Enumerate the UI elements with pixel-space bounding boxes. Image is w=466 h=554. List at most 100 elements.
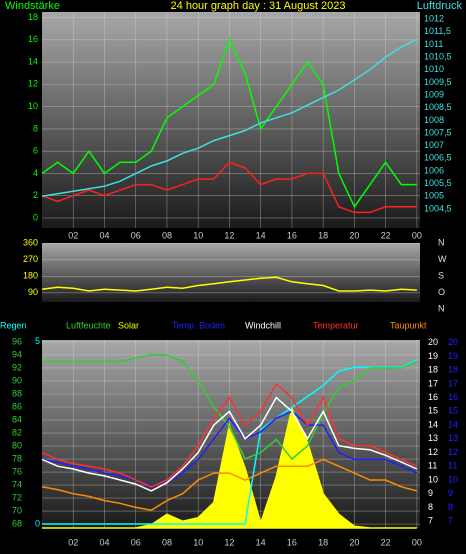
x-tick-label: 16 xyxy=(287,537,297,547)
x-tick-label: 08 xyxy=(162,230,172,240)
y-tick-label: 78 xyxy=(12,453,22,463)
x-tick-label: 06 xyxy=(131,230,141,240)
y-tick-label: 1010,5 xyxy=(424,51,452,61)
y-tick-label: 12 xyxy=(28,79,38,89)
y-tick-label: 1008 xyxy=(424,115,444,125)
y-tick-label: N xyxy=(438,304,445,314)
y-tick-label: 1008,5 xyxy=(424,102,452,112)
y-tick-label: 74 xyxy=(12,479,22,489)
y-tick-label: 76 xyxy=(12,466,22,476)
y-tick-label: 9 xyxy=(448,488,453,498)
y-tick-label: 1010 xyxy=(424,64,444,74)
plot-area xyxy=(42,12,420,228)
y-tick-label: 96 xyxy=(12,336,22,346)
y-tick-label: 1006,5 xyxy=(424,153,452,163)
series-line xyxy=(41,38,418,198)
y-tick-label: 13 xyxy=(448,433,458,443)
chart-title: 24 hour graph day : 31 August 2023 xyxy=(171,0,346,12)
y-tick-label: 16 xyxy=(448,392,458,402)
x-tick-label: 10 xyxy=(193,230,203,240)
y-tick-label: 270 xyxy=(23,254,38,264)
series-area xyxy=(42,406,417,529)
legend-entry: Windchill xyxy=(245,320,281,330)
y-tick-label: 1011,5 xyxy=(424,26,451,36)
y-tick-label: 1004,5 xyxy=(424,203,452,213)
series-line xyxy=(41,458,418,511)
wind-label: Windstärke xyxy=(5,0,60,12)
y-tick-label: 20 xyxy=(448,337,458,347)
y-tick-label: 14 xyxy=(428,419,438,429)
x-tick-label: 16 xyxy=(287,230,297,240)
y-tick-label: 18 xyxy=(28,12,38,22)
x-tick-label: 06 xyxy=(131,537,141,547)
series-line xyxy=(41,37,417,209)
legend-entry: Temp. Boden xyxy=(172,320,225,330)
x-tick-label: 20 xyxy=(349,537,359,547)
series-line xyxy=(41,382,418,488)
y-tick-label: 12 xyxy=(428,447,438,457)
y-tick-label: 1007 xyxy=(424,140,444,150)
legend-entry: Solar xyxy=(118,320,139,330)
y-tick-label: 19 xyxy=(428,351,438,361)
y-tick-label: 10 xyxy=(28,101,38,111)
y-tick-label: 16 xyxy=(28,34,38,44)
y-tick-label: 18 xyxy=(448,365,458,375)
y-tick-label: 1005,5 xyxy=(424,178,452,188)
y-tick-label: 4 xyxy=(33,168,38,178)
y-tick-label: 2 xyxy=(33,190,38,200)
series-line xyxy=(42,359,418,525)
y-tick-label: 68 xyxy=(12,518,22,528)
y-tick-label: 5 xyxy=(35,336,40,346)
plot-area xyxy=(42,243,420,302)
y-tick-label: S xyxy=(438,271,444,281)
y-tick-label: 6 xyxy=(33,146,38,156)
x-tick-label: 00 xyxy=(412,537,422,547)
y-tick-label: 1009,5 xyxy=(424,77,452,87)
y-tick-label: 1007,5 xyxy=(424,127,452,137)
x-tick-label: 02 xyxy=(68,230,78,240)
y-tick-label: 1005 xyxy=(424,191,444,201)
y-tick-label: 10 xyxy=(428,474,438,484)
y-tick-label: 15 xyxy=(428,406,438,416)
y-tick-label: 8 xyxy=(448,502,453,512)
y-tick-label: 16 xyxy=(428,392,438,402)
y-tick-label: 180 xyxy=(23,271,38,281)
y-tick-label: 1012 xyxy=(424,13,444,23)
x-tick-label: 08 xyxy=(162,537,172,547)
y-tick-label: 8 xyxy=(33,123,38,133)
x-tick-label: 20 xyxy=(349,230,359,240)
y-tick-label: 80 xyxy=(12,440,22,450)
y-tick-label: 1006 xyxy=(424,165,444,175)
x-tick-label: 18 xyxy=(318,537,328,547)
y-tick-label: 9 xyxy=(428,488,433,498)
y-tick-label: N xyxy=(438,238,445,248)
y-tick-label: 12 xyxy=(448,447,458,457)
x-tick-label: 04 xyxy=(99,230,109,240)
y-tick-label: 90 xyxy=(28,287,38,297)
y-tick-label: 11 xyxy=(428,461,437,471)
y-tick-label: 8 xyxy=(428,502,433,512)
y-tick-label: 17 xyxy=(448,378,458,388)
y-tick-label: 15 xyxy=(448,406,458,416)
legend-entry: Luftfeuchte xyxy=(66,320,111,330)
x-tick-label: 04 xyxy=(99,537,109,547)
y-tick-label: 88 xyxy=(12,388,22,398)
series-line xyxy=(41,161,417,214)
y-tick-label: 92 xyxy=(12,362,22,372)
y-tick-label: 90 xyxy=(12,375,22,385)
legend-entry: Regen xyxy=(0,320,27,330)
y-tick-label: 94 xyxy=(12,349,22,359)
x-tick-label: 10 xyxy=(193,537,203,547)
y-tick-label: O xyxy=(438,287,445,297)
x-tick-label: 12 xyxy=(224,230,234,240)
y-tick-label: 72 xyxy=(12,492,22,502)
x-tick-label: 12 xyxy=(224,537,234,547)
y-tick-label: 7 xyxy=(448,516,453,526)
y-tick-label: 70 xyxy=(12,505,22,515)
y-tick-label: 1009 xyxy=(424,89,444,99)
y-tick-label: 18 xyxy=(428,365,438,375)
y-tick-label: 11 xyxy=(448,461,457,471)
y-tick-label: 17 xyxy=(428,378,438,388)
y-tick-label: 0 xyxy=(35,518,40,528)
